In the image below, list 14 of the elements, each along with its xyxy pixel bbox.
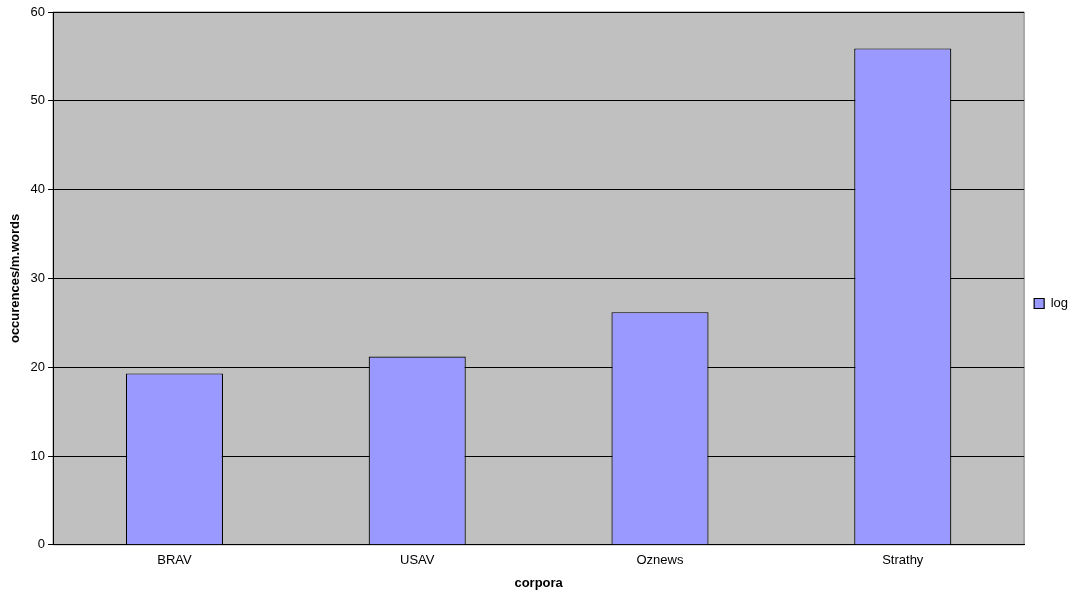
x-tick-label: Strathy: [882, 552, 924, 568]
legend-label: log: [1050, 295, 1069, 311]
x-tick-label: Oznews: [636, 552, 684, 568]
y-axis-title: occurences/m.words: [7, 213, 23, 344]
y-tick-label: 0: [37, 536, 46, 552]
y-tick-label: 10: [30, 447, 46, 463]
x-tick-label: BRAV: [157, 552, 192, 568]
y-tick-label: 20: [30, 358, 46, 374]
x-tick-label: USAV: [400, 552, 435, 568]
y-tick-label: 50: [30, 92, 46, 108]
y-tick-label: 40: [30, 181, 46, 197]
y-tick-label: 60: [30, 3, 46, 19]
y-tick-label: 30: [30, 269, 46, 285]
x-axis-title: corpora: [514, 574, 564, 590]
